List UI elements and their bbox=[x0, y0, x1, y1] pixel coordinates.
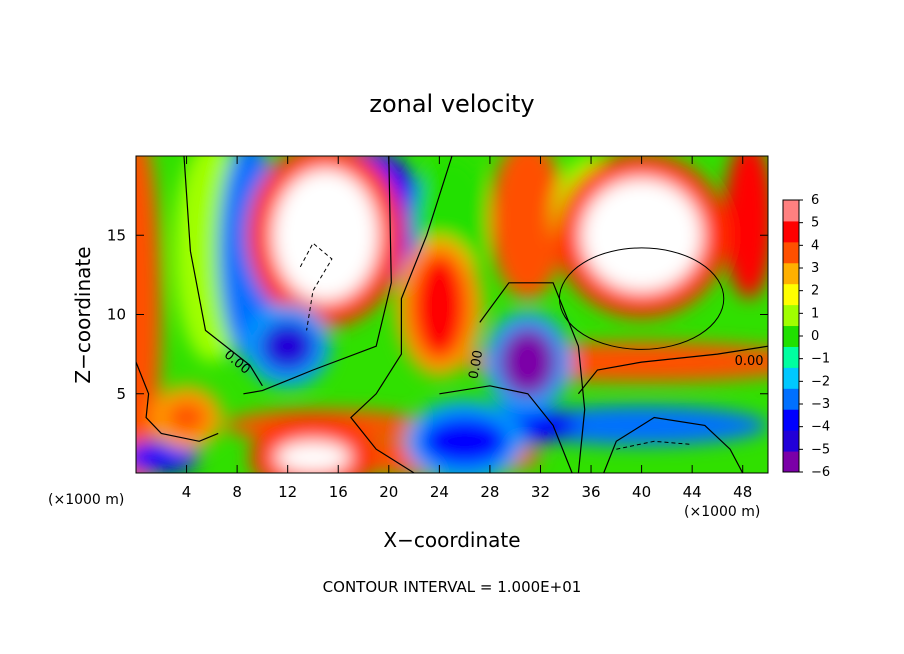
colorbar-label-12: −6 bbox=[811, 465, 830, 480]
contour-line-1 bbox=[243, 156, 392, 395]
colorbar-label-3: 3 bbox=[811, 261, 819, 276]
x-tick-label-3: 16 bbox=[329, 483, 348, 501]
colorbar-swatch-5 bbox=[783, 346, 799, 368]
colorbar-label-1: 5 bbox=[811, 216, 819, 231]
field-band-5 bbox=[489, 156, 566, 299]
colorbar-label-9: −3 bbox=[811, 397, 830, 412]
colorbar-label-10: −4 bbox=[811, 420, 830, 435]
feature-blob-3 bbox=[498, 327, 557, 397]
x-tick-label-6: 28 bbox=[480, 483, 499, 501]
contour-interval-note: CONTOUR INTERVAL = 1.000E+01 bbox=[323, 578, 582, 596]
contour-line-negative-0 bbox=[299, 242, 333, 331]
feature-blob-5 bbox=[420, 415, 509, 467]
y-axis-label: Z−coordinate bbox=[71, 246, 95, 383]
colorbar-swatch-3 bbox=[783, 388, 799, 410]
colorbar-label-8: −2 bbox=[811, 374, 830, 389]
x-axis-label: X−coordinate bbox=[383, 528, 520, 552]
colorbar-label-2: 4 bbox=[811, 238, 819, 253]
colorbar-label-4: 2 bbox=[811, 284, 819, 299]
feature-blob-2 bbox=[411, 252, 468, 361]
contour-label-1: 0.00 bbox=[466, 349, 486, 380]
contour-line-4 bbox=[577, 345, 768, 395]
feature-blob-1 bbox=[580, 178, 703, 293]
colorbar-swatch-11 bbox=[783, 220, 799, 243]
colorbar-swatch-2 bbox=[783, 409, 799, 431]
colorbar-label-6: 0 bbox=[811, 329, 819, 344]
x-tick-label-5: 24 bbox=[430, 483, 449, 501]
x-tick-label-7: 32 bbox=[531, 483, 550, 501]
feature-blob-0 bbox=[272, 168, 379, 302]
colorbar-swatch-0 bbox=[783, 451, 799, 473]
x-tick-label-2: 12 bbox=[278, 483, 297, 501]
x-tick-label-9: 40 bbox=[632, 483, 651, 501]
x-tick-label-1: 8 bbox=[232, 483, 242, 501]
y-tick-label-2: 15 bbox=[107, 226, 126, 244]
colorbar-swatch-4 bbox=[783, 367, 799, 389]
colorbar-swatch-1 bbox=[783, 430, 799, 452]
x-unit-label-left: (×1000 m) bbox=[48, 492, 124, 508]
feature-blob-6 bbox=[166, 401, 207, 434]
x-axis-ticks: 4 8 12 16 20 24 28 32 36 40 44 48 bbox=[182, 156, 752, 501]
x-tick-label-10: 44 bbox=[683, 483, 702, 501]
colorbar-label-0: 6 bbox=[811, 193, 819, 208]
x-tick-label-4: 20 bbox=[379, 483, 398, 501]
colorbar-label-7: −1 bbox=[811, 352, 830, 367]
chart-title: zonal velocity bbox=[369, 90, 534, 118]
contour-lines bbox=[136, 156, 768, 473]
colorbar-swatch-6 bbox=[783, 325, 799, 347]
colorbar-swatch-7 bbox=[783, 304, 799, 327]
x-tick-label-8: 36 bbox=[581, 483, 600, 501]
feature-blob-7 bbox=[275, 441, 351, 473]
contour-line-6 bbox=[136, 361, 219, 442]
colorbar-label-11: −5 bbox=[811, 442, 830, 457]
contour-label-2: 0.00 bbox=[735, 354, 764, 369]
y-axis-ticks: 5 10 15 bbox=[107, 226, 768, 403]
y-tick-label-0: 5 bbox=[116, 385, 126, 403]
field-band-11 bbox=[136, 441, 200, 473]
colorbar-swatch-9 bbox=[783, 262, 799, 285]
velocity-field bbox=[136, 156, 768, 473]
x-unit-label-right: (×1000 m) bbox=[684, 504, 760, 520]
y-tick-label-1: 10 bbox=[107, 306, 126, 324]
contour-line-3 bbox=[479, 282, 586, 473]
contour-line-2 bbox=[350, 156, 453, 473]
x-tick-label-0: 4 bbox=[182, 483, 192, 501]
field-band-7 bbox=[723, 156, 768, 299]
x-tick-label-11: 48 bbox=[733, 483, 752, 501]
contour-line-7 bbox=[603, 416, 744, 473]
contour-line-0 bbox=[183, 156, 263, 387]
colorbar-swatch-12 bbox=[783, 200, 799, 222]
contour-line-5 bbox=[439, 385, 573, 473]
feature-blob-4 bbox=[259, 320, 316, 372]
contour-line-negative-1 bbox=[616, 440, 693, 450]
colorbar-label-5: 1 bbox=[811, 306, 819, 321]
colorbar-swatch-8 bbox=[783, 283, 799, 306]
contour-loop bbox=[558, 247, 725, 350]
colorbar: 6 5 4 3 2 1 0 −1 −2 −3 −4 −5 −6 bbox=[782, 193, 830, 480]
colorbar-swatch-10 bbox=[783, 241, 799, 264]
